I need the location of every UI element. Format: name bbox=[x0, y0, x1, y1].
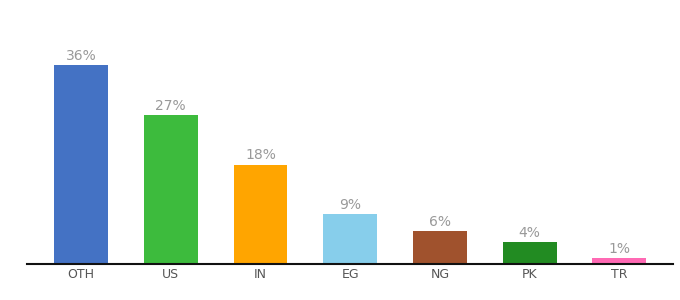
Text: 1%: 1% bbox=[609, 242, 630, 256]
Text: 27%: 27% bbox=[156, 99, 186, 113]
Bar bbox=[323, 214, 377, 264]
Bar bbox=[233, 165, 288, 264]
Bar bbox=[54, 65, 108, 264]
Text: 9%: 9% bbox=[339, 198, 361, 212]
Text: 18%: 18% bbox=[245, 148, 276, 162]
Bar bbox=[503, 242, 556, 264]
Bar bbox=[413, 231, 467, 264]
Text: 4%: 4% bbox=[519, 226, 541, 240]
Bar bbox=[592, 259, 646, 264]
Text: 6%: 6% bbox=[429, 215, 451, 229]
Bar bbox=[144, 115, 198, 264]
Text: 36%: 36% bbox=[66, 49, 97, 63]
